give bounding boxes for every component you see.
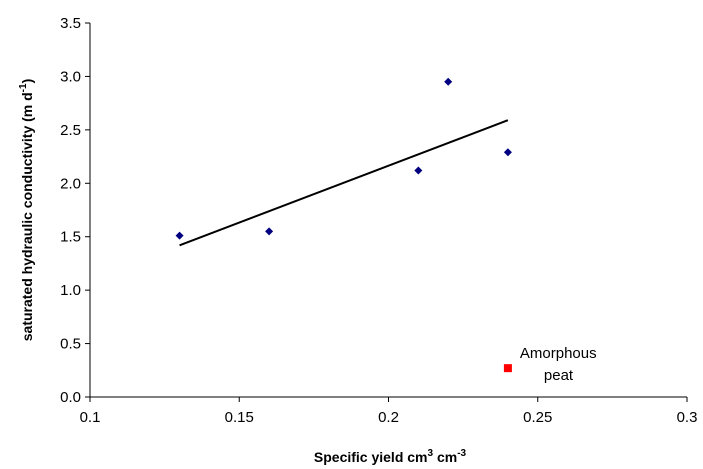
y-ticks: 0.0 0.5 1.0 1.5 2.0 2.5 3.0 3.5 — [60, 15, 90, 406]
y-tick-label: 2.0 — [60, 175, 81, 192]
x-tick-label: 0.1 — [80, 409, 101, 426]
data-points — [175, 77, 512, 373]
trendline-group — [179, 119, 509, 247]
x-ticks: 0.1 0.15 0.2 0.25 0.3 — [80, 397, 698, 426]
data-point-square — [503, 364, 512, 373]
data-point-diamond — [444, 77, 453, 86]
y-tick-label: 1.5 — [60, 229, 81, 246]
x-tick-label: 0.2 — [378, 409, 399, 426]
y-tick-label: 0.5 — [60, 336, 81, 353]
x-tick-label: 0.3 — [677, 409, 698, 426]
annotations: Amorphous peat — [520, 345, 597, 384]
y-tick-label: 2.5 — [60, 122, 81, 139]
annotation-label: peat — [544, 367, 574, 384]
x-tick-label: 0.25 — [523, 409, 552, 426]
x-tick-label: 0.15 — [225, 409, 254, 426]
annotation-label: Amorphous — [520, 345, 597, 362]
axes — [89, 23, 687, 398]
y-tick-label: 1.0 — [60, 282, 81, 299]
y-tick-label: 3.5 — [60, 15, 81, 32]
y-tick-label: 0.0 — [60, 389, 81, 406]
data-point-diamond — [503, 148, 512, 157]
trendline — [179, 119, 509, 247]
x-axis-title: Specific yield cm3 cm-3 — [314, 448, 467, 465]
data-point-diamond — [414, 166, 423, 175]
y-axis-title: saturated hydraulic conductivity (m d-1) — [18, 79, 35, 342]
data-point-diamond — [265, 227, 274, 236]
data-point-diamond — [175, 231, 184, 240]
y-tick-label: 3.0 — [60, 68, 81, 85]
